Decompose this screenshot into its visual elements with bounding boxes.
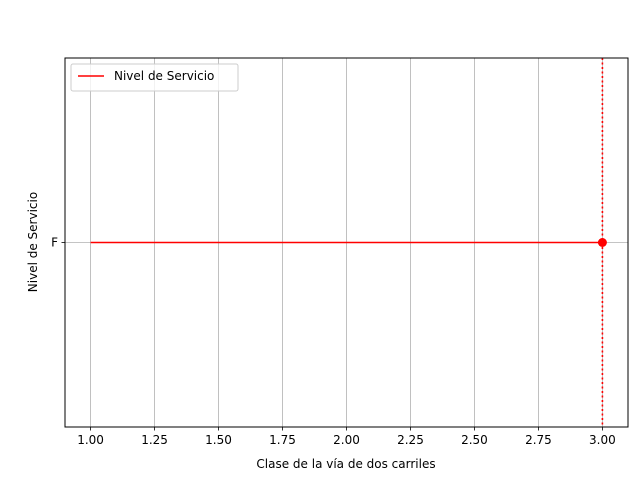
legend-label: Nivel de Servicio [114, 69, 214, 83]
y-tick-label: F [51, 236, 58, 250]
x-tick-label: 1.00 [77, 433, 104, 447]
x-tick-label: 3.00 [589, 433, 616, 447]
x-tick-label: 1.75 [269, 433, 296, 447]
data-point-marker [597, 238, 607, 247]
x-axis-label: Clase de la vía de dos carriles [256, 457, 435, 471]
y-axis-label: Nivel de Servicio [26, 192, 40, 292]
x-tick-label: 1.25 [141, 433, 168, 447]
x-tick-label: 2.00 [333, 433, 360, 447]
x-tick-label: 2.75 [525, 433, 552, 447]
data-layer [90, 58, 607, 427]
x-tick-label: 1.50 [205, 433, 232, 447]
tick-layer: 1.00 1.25 1.50 1.75 2.00 2.25 2.50 2.75 3.00 F [51, 236, 616, 448]
legend: Nivel de Servicio [70, 63, 239, 92]
legend-box [70, 63, 239, 92]
x-tick-label: 2.25 [397, 433, 424, 447]
x-tick-label: 2.50 [461, 433, 488, 447]
